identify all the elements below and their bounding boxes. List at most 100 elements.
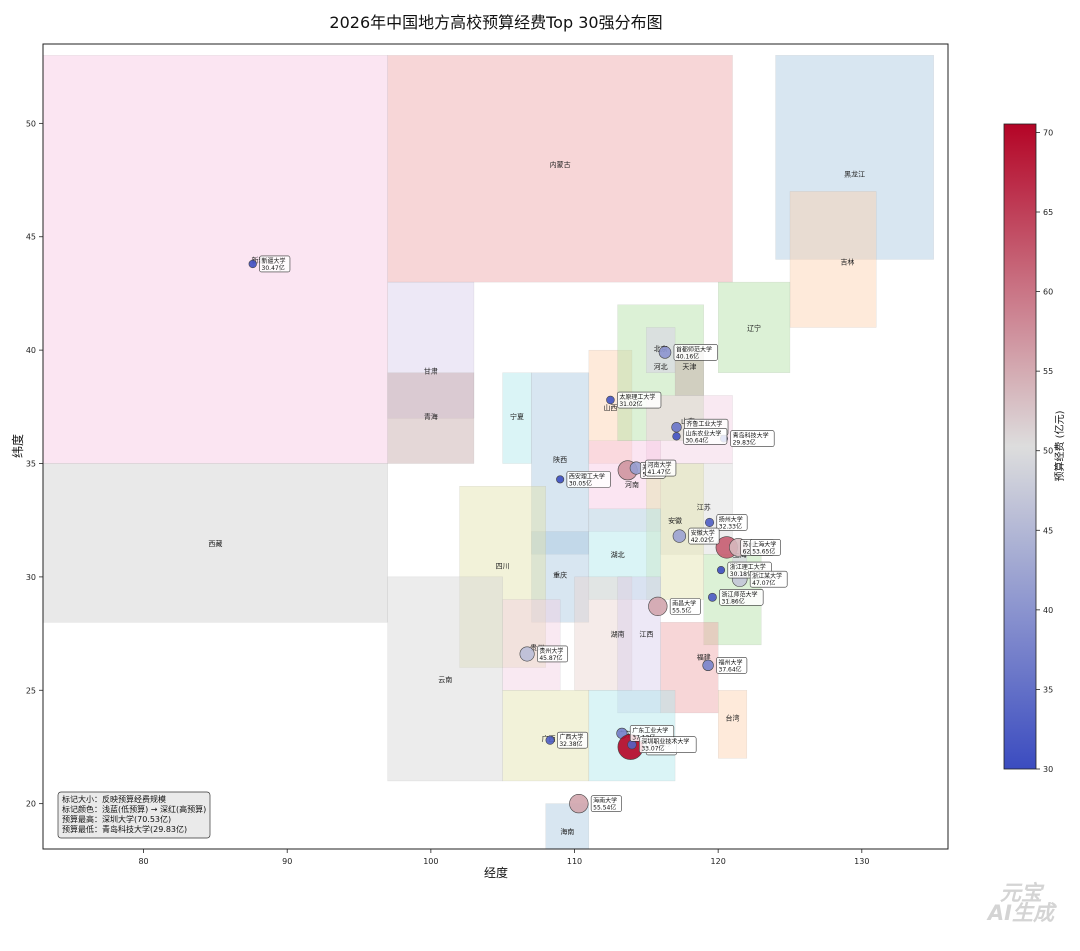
- point-name: 浙江师范大学: [722, 590, 758, 598]
- region-贵州: [502, 599, 561, 691]
- region-label: 四川: [496, 563, 510, 571]
- region-西藏: [43, 463, 388, 623]
- point-value: 30.05亿: [569, 479, 592, 487]
- point-marker: [707, 592, 717, 602]
- colorbar-tick-label: 70: [1043, 128, 1053, 137]
- x-tick-label: 80: [138, 857, 148, 866]
- point-name: 首都师范大学: [676, 345, 712, 353]
- point-marker: [658, 346, 672, 359]
- watermark-line-1: 元宝: [999, 881, 1042, 905]
- x-axis-label: 经度: [484, 865, 508, 880]
- y-tick-label: 20: [26, 800, 36, 809]
- y-tick-label: 45: [26, 233, 36, 242]
- point-label-box: [617, 391, 662, 409]
- point-value: 33.07亿: [641, 745, 664, 753]
- point-label-box: [566, 471, 611, 488]
- region-label: 山西: [603, 403, 617, 412]
- point-name: 新疆大学: [262, 257, 286, 265]
- region-label: 天津: [682, 363, 696, 371]
- colorbar-label: 预算经费 (亿元): [1053, 410, 1066, 481]
- point-value: 37.64亿: [719, 665, 742, 673]
- region-甘肃: [387, 281, 475, 419]
- point-marker: [545, 735, 555, 745]
- point-name: 广西大学: [559, 733, 583, 741]
- point-label-box: [259, 255, 291, 273]
- point-marker: [519, 646, 535, 662]
- point-name: 河南大学: [648, 461, 672, 469]
- x-tick-label: 100: [423, 857, 438, 866]
- y-tick-label: 30: [26, 573, 36, 582]
- x-tick-label: 90: [282, 857, 292, 866]
- axes: 80 90 100 110 120 130 20 25 30 35 40 45 50: [26, 119, 870, 866]
- colorbar-tick-label: 35: [1043, 685, 1053, 694]
- y-axis-label: 纬度: [10, 434, 25, 458]
- region-云南: [387, 576, 503, 782]
- region-湖南: [574, 576, 633, 691]
- point-value: 40.16亿: [676, 352, 699, 360]
- region-内蒙古: [387, 55, 733, 283]
- point-name: 上海大学: [752, 540, 776, 548]
- region-label: 新疆: [251, 255, 265, 264]
- x-tick-label: 110: [567, 857, 582, 866]
- region-湖北: [588, 508, 661, 600]
- point-value: 32.33亿: [719, 522, 742, 530]
- point-value: 31.02亿: [619, 400, 642, 408]
- y-tick-label: 50: [26, 119, 36, 128]
- point-name: 浙江理工大学: [730, 563, 766, 571]
- x-tick-label: 130: [854, 857, 869, 866]
- region-label: 黑龙江: [844, 169, 865, 178]
- point-name: 西安理工大学: [569, 472, 605, 480]
- point-value: 55.5亿: [672, 606, 691, 614]
- watermark: 元宝 AI生成: [987, 881, 1054, 925]
- point-value: 45.87亿: [539, 654, 562, 662]
- point-label-box: [719, 588, 764, 606]
- region-label: 辽宁: [747, 323, 761, 332]
- point-name: 太原理工大学: [619, 393, 655, 401]
- watermark-line-2: AI生成: [987, 901, 1054, 925]
- point-name: 贵州大学: [539, 647, 563, 655]
- point-marker: [248, 259, 257, 269]
- point-label-box: [749, 539, 781, 556]
- colorbar: 30 35 40 45 50 55 60 65 70 预算经费 (亿元): [1003, 123, 1066, 774]
- region-label: 河北: [654, 363, 668, 371]
- point-label-box: [683, 427, 728, 445]
- x-tick-label: 120: [711, 857, 726, 866]
- annotation-line: 标记颜色：浅蓝(低预算) → 深红(高预算): [62, 804, 206, 814]
- region-label: 西藏: [208, 539, 222, 548]
- point-marker: [705, 517, 715, 527]
- point-value: 42.02亿: [691, 536, 714, 544]
- region-陕西: [531, 372, 590, 555]
- colorbar-bar: [1003, 123, 1037, 770]
- y-tick-label: 25: [26, 686, 36, 695]
- plot-frame: [42, 43, 949, 850]
- region-河北: [617, 304, 704, 441]
- annotation-line: 预算最低：青岛科技大学(29.83亿): [62, 824, 187, 834]
- point-label-box: [590, 795, 622, 812]
- region-label: 吉林: [840, 258, 854, 267]
- province-regions: 新疆内蒙古黑龙江吉林辽宁甘肃青海宁夏陕西山西河北北京天津山东河南江苏安徽湖北重庆…: [43, 55, 934, 849]
- point-marker: [606, 395, 615, 405]
- colorbar-tick-label: 55: [1043, 367, 1053, 376]
- point-label-box: [645, 459, 677, 477]
- point-name: 南昌大学: [672, 599, 696, 607]
- point-name: 苏州: [743, 540, 755, 548]
- point-marker: [569, 794, 589, 814]
- point-label-box: [537, 645, 569, 663]
- region-label: 安徽: [668, 516, 682, 525]
- region-label: 湖北: [611, 550, 625, 559]
- region-label: 陕西: [553, 455, 567, 464]
- point-label-box: [557, 731, 589, 749]
- point-marker: [648, 596, 668, 616]
- point-marker: [671, 421, 682, 433]
- annotation-line: 标记大小：反映预算经费规模: [62, 794, 166, 804]
- region-label: 青海: [424, 412, 438, 421]
